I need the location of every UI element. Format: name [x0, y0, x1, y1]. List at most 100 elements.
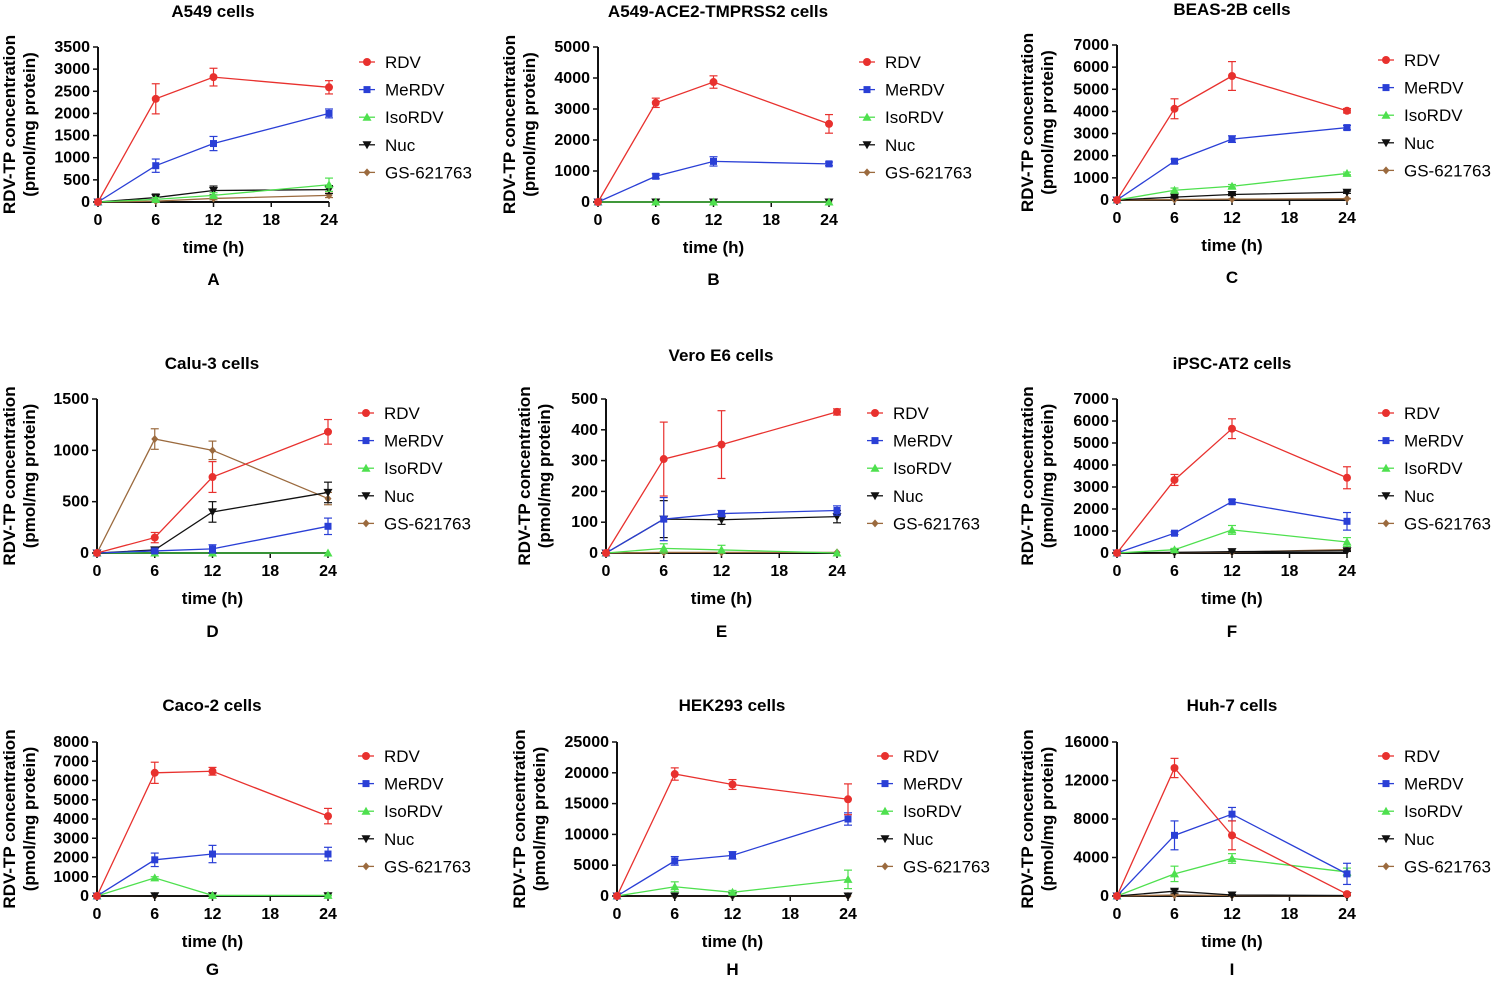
data-point: [1113, 196, 1121, 204]
legend-label: IsoRDV: [384, 802, 443, 821]
legend-marker: [361, 492, 371, 501]
y-tick-label: 5000: [573, 857, 609, 874]
y-axis-label: RDV-TP concentration: [515, 386, 534, 565]
series-line: [97, 184, 330, 203]
series-line: [1116, 529, 1348, 554]
series-line: [605, 509, 838, 554]
legend-label: GS-621763: [1404, 857, 1491, 876]
chart-title: BEAS-2B cells: [1173, 0, 1290, 19]
data-point: [1227, 525, 1237, 534]
data-point: [832, 548, 842, 557]
series-line: [96, 877, 328, 897]
data-point: [1170, 887, 1179, 896]
panel-label: B: [707, 270, 719, 289]
x-tick-label: 12: [724, 906, 742, 923]
legend-label: RDV: [385, 53, 422, 72]
data-point: [1227, 181, 1237, 190]
series-rdv: [1113, 757, 1351, 900]
legend-label: RDV: [1404, 51, 1441, 70]
y-tick-label: 16000: [1065, 734, 1110, 751]
series-rdv: [1113, 418, 1351, 557]
series-rdv: [602, 407, 841, 557]
y-axis-label: RDV-TP concentration: [0, 729, 19, 908]
legend-marker: [870, 463, 880, 472]
series-line: [605, 411, 838, 554]
legend-label: Nuc: [885, 136, 916, 155]
series-rdv: [1113, 61, 1351, 204]
legend-label: MeRDV: [885, 81, 945, 100]
data-point: [1170, 545, 1179, 554]
data-point: [150, 533, 159, 542]
x-tick-label: 24: [320, 212, 338, 229]
legend-marker: [862, 141, 872, 150]
y-tick-label: 8000: [1073, 811, 1109, 828]
series-rdv: [594, 75, 833, 206]
data-point: [1228, 498, 1236, 506]
data-point: [1170, 193, 1179, 202]
panel-label: E: [716, 622, 727, 641]
legend-marker: [1381, 835, 1391, 844]
data-point: [152, 162, 160, 170]
data-point: [671, 857, 679, 865]
legend-marker: [1382, 862, 1390, 871]
x-axis-label: time (h): [691, 589, 752, 608]
chart-panel-e: Vero E6 cells 0 100 200 300 400 500 0 6 12 18 24 tim…: [515, 346, 980, 641]
x-tick-label: 12: [1223, 563, 1241, 580]
x-tick-label: 12: [1223, 906, 1241, 923]
series-rdv: [94, 67, 333, 206]
legend-marker: [870, 492, 880, 501]
data-point: [151, 435, 159, 444]
series-line: [96, 525, 329, 554]
series-line: [597, 160, 830, 203]
y-axis-label-units: (pmol/mg protein): [520, 52, 539, 196]
legend-marker: [362, 519, 370, 528]
legend-label: IsoRDV: [885, 108, 944, 127]
data-point: [1227, 548, 1237, 557]
y-tick-label: 500: [62, 494, 89, 511]
legend-label: MeRDV: [385, 81, 445, 100]
data-point: [717, 516, 726, 525]
data-point: [728, 887, 737, 896]
y-tick-label: 0: [81, 194, 90, 211]
y-tick-label: 6000: [1073, 413, 1109, 430]
legend-label: MeRDV: [893, 432, 953, 451]
legend-label: RDV: [384, 404, 421, 423]
chart-title: HEK293 cells: [679, 696, 786, 715]
legend-label: RDV: [893, 404, 930, 423]
y-tick-label: 0: [80, 545, 89, 562]
legend-marker: [881, 752, 889, 760]
series-line: [1116, 501, 1348, 554]
y-tick-label: 0: [581, 194, 590, 211]
series-line: [616, 878, 849, 897]
legend-label: MeRDV: [384, 775, 444, 794]
data-point: [1228, 424, 1236, 433]
series-line: [1116, 857, 1348, 897]
legend-marker: [1382, 84, 1390, 92]
y-axis-label-units: (pmol/mg protein): [20, 404, 39, 548]
legend: RDV MeRDV IsoRDV Nuc GS-621763: [1378, 747, 1491, 876]
data-point: [710, 157, 717, 165]
chart-panel-c: BEAS-2B cells 0 1000 2000 3000 4000 5000 6000 70…: [1018, 0, 1491, 287]
panel-label: F: [1227, 622, 1237, 641]
data-point: [660, 515, 668, 523]
y-tick-label: 1000: [1073, 523, 1109, 540]
data-point: [324, 812, 332, 821]
x-tick-label: 6: [1170, 210, 1179, 227]
legend-label: GS-621763: [885, 163, 972, 182]
data-point: [728, 780, 737, 789]
x-tick-label: 0: [1113, 563, 1122, 580]
legend-marker: [1381, 806, 1391, 815]
series-line: [97, 112, 330, 203]
data-point: [208, 473, 217, 482]
data-point: [1170, 104, 1179, 113]
x-tick-label: 24: [1338, 906, 1356, 923]
x-tick-label: 18: [261, 906, 279, 923]
y-axis-label: RDV-TP concentration: [1018, 33, 1037, 212]
data-point: [613, 892, 621, 900]
y-tick-label: 3000: [1073, 479, 1109, 496]
y-tick-label: 4000: [1073, 850, 1109, 867]
x-tick-label: 12: [705, 212, 723, 229]
data-point: [843, 892, 853, 901]
y-tick-label: 5000: [1073, 81, 1109, 98]
data-point: [1343, 517, 1351, 525]
